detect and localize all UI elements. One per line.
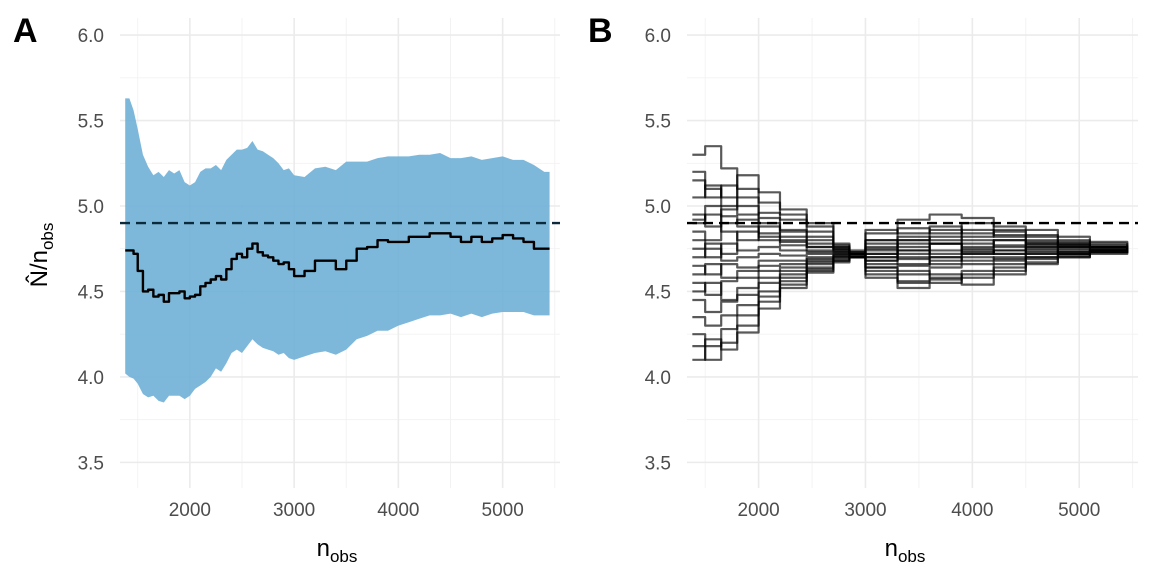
- panel-a-y-tick-label: 4.0: [78, 368, 104, 389]
- panel-a-y-tick-label: 4.5: [78, 282, 104, 303]
- panel-a: 2000 3000 4000 5000 3.5 4.0 4.5 5.0 5.5 6.0 nobs…: [13, 12, 560, 566]
- panel-b-series: [692, 145, 1129, 361]
- panel-b-y-tick-label: 3.5: [645, 453, 671, 474]
- panel-b-label: B: [588, 12, 613, 50]
- panel-a-y-tick-label: 5.0: [78, 197, 104, 218]
- panel-a-estimate-line: [125, 232, 550, 303]
- panel-b-y-tick-label: 6.0: [645, 26, 671, 47]
- panel-b-x-tick-label: 5000: [1058, 500, 1100, 521]
- panel-b-x-tick-label: 2000: [737, 500, 779, 521]
- panel-b-y-tick-label: 4.5: [645, 282, 671, 303]
- panel-a-x-ticks: 2000 3000 4000 5000: [169, 500, 524, 521]
- panel-a-x-tick-label: 2000: [169, 500, 211, 521]
- panel-a-y-tick-label: 6.0: [78, 26, 104, 47]
- panel-a-x-axis-title: nobs: [317, 535, 358, 566]
- panel-a-y-axis-title: N̂/nobs: [25, 223, 57, 288]
- panel-a-y-tick-label: 5.5: [78, 112, 104, 133]
- panel-b-series-line: [692, 248, 1129, 314]
- panel-b-y-tick-label: 5.5: [645, 112, 671, 133]
- panel-b-x-tick-label: 4000: [951, 500, 993, 521]
- panel-b: 2000 3000 4000 5000 3.5 4.0 4.5 5.0 5.5 6.0 nobs…: [588, 12, 1138, 566]
- panel-b-y-ticks: 3.5 4.0 4.5 5.0 5.5 6.0: [645, 26, 671, 474]
- panel-b-y-tick-label: 5.0: [645, 197, 671, 218]
- panel-b-y-tick-label: 4.0: [645, 368, 671, 389]
- panel-b-series-line: [692, 204, 1129, 262]
- panel-b-x-ticks: 2000 3000 4000 5000: [737, 500, 1100, 521]
- panel-a-label: A: [13, 12, 38, 50]
- panel-b-x-tick-label: 3000: [844, 500, 886, 521]
- panel-a-x-tick-label: 4000: [377, 500, 419, 521]
- panel-a-x-tick-label: 5000: [482, 500, 524, 521]
- panel-a-x-tick-label: 3000: [273, 500, 315, 521]
- panel-a-confidence-band: [125, 98, 550, 403]
- panel-b-x-axis-title: nobs: [885, 535, 926, 566]
- panel-a-y-ticks: 3.5 4.0 4.5 5.0 5.5 6.0: [78, 26, 104, 474]
- panel-a-y-tick-label: 3.5: [78, 453, 104, 474]
